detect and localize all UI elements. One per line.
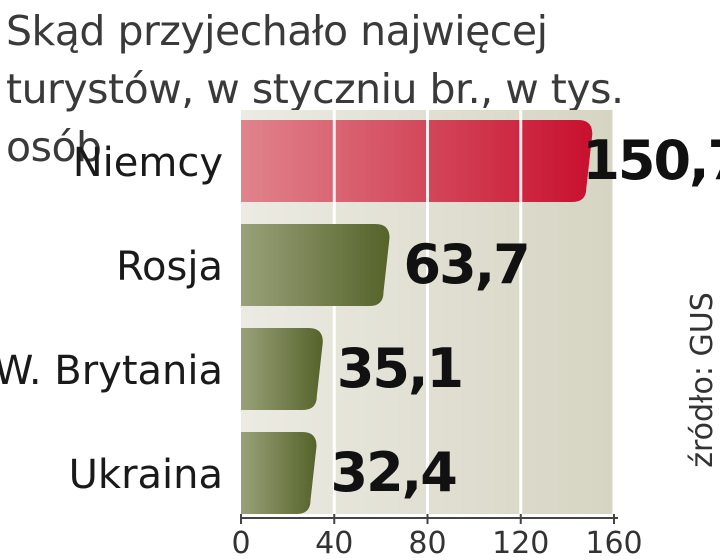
chart-title-line-1: Skąd przyjechało najwięcej (6, 7, 548, 55)
bar-ukraina (241, 432, 317, 514)
category-labels: Niemcy Rosja W. Brytania Ukraina (0, 140, 223, 498)
bars (241, 120, 593, 514)
bar-rosja (241, 224, 390, 306)
value-labels: 150,7 63,7 35,1 32,4 (331, 129, 720, 504)
value-label: 150,7 (582, 129, 720, 192)
x-tick-label: 0 (231, 526, 250, 560)
value-label: 63,7 (404, 233, 529, 296)
category-label: W. Brytania (0, 348, 223, 394)
value-label: 32,4 (331, 441, 457, 504)
x-tick-labels: 0 40 80 120 160 (231, 514, 643, 560)
source-note: źródło: GUS (685, 292, 720, 468)
x-tick-label: 160 (585, 526, 642, 560)
value-label: 35,1 (337, 337, 462, 400)
x-tick-label: 120 (492, 526, 549, 560)
category-label: Niemcy (73, 140, 223, 186)
bar-niemcy (241, 120, 593, 202)
category-label: Ukraina (69, 452, 223, 498)
chart-title-line-2: turystów, w styczniu br., w tys. osób (6, 65, 624, 171)
bar-w-brytania (241, 328, 323, 410)
x-tick-label: 80 (408, 526, 446, 560)
category-label: Rosja (116, 244, 223, 290)
x-tick-label: 40 (315, 526, 353, 560)
chart-title: Skąd przyjechało najwięcej turystów, w s… (6, 2, 716, 176)
